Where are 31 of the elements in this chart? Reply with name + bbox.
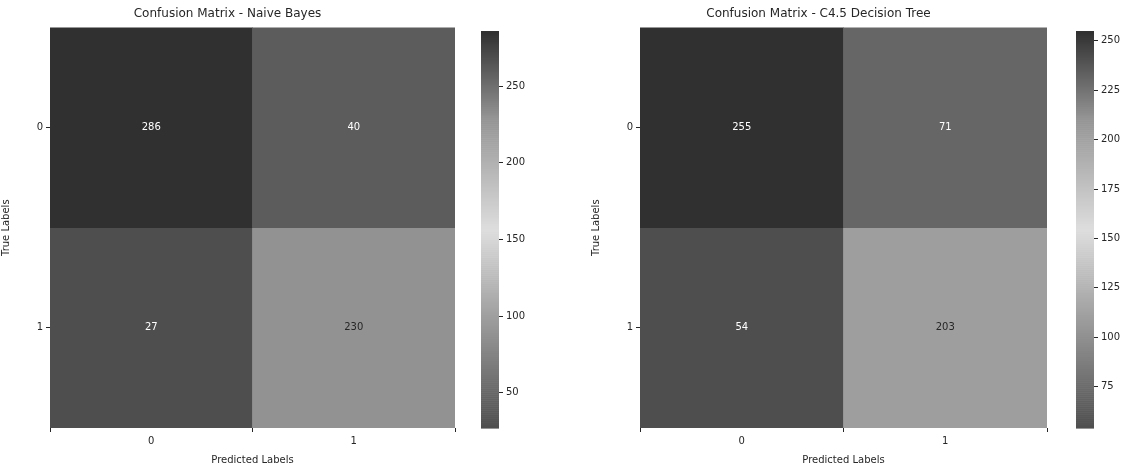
color-bar-label: 75	[1101, 380, 1114, 392]
data-label: 71	[938, 121, 952, 133]
color-bar-label: 125	[1101, 281, 1121, 293]
y-axis-title: True Labels	[589, 199, 601, 257]
x-tick-label: 0	[738, 434, 745, 446]
x-tick-label: 0	[148, 434, 155, 446]
color-bar-label: 100	[506, 309, 526, 321]
color-bar-label: 175	[1101, 182, 1121, 194]
data-label: 27	[144, 321, 158, 333]
data-label: 40	[347, 121, 361, 133]
x-axis-title: Predicted Labels	[211, 453, 294, 465]
color-bar-label: 250	[1101, 34, 1121, 46]
color-bar-label: 50	[506, 386, 519, 398]
chart-title: Confusion Matrix - Naive Bayes	[133, 6, 322, 21]
color-bar-label: 200	[1101, 133, 1121, 145]
color-bar-label: 150	[506, 233, 526, 245]
x-axis-title: Predicted Labels	[802, 453, 885, 465]
x-tick-label: 1	[942, 434, 949, 446]
color-bar-label: 250	[506, 79, 526, 91]
data-label: 230	[344, 321, 364, 333]
data-label: 203	[935, 321, 955, 333]
color-bar-label: 100	[1101, 330, 1121, 342]
color-bar-label: 200	[506, 156, 526, 168]
data-label: 54	[735, 321, 749, 333]
color-bar-label: 150	[1101, 231, 1121, 243]
data-label: 255	[732, 121, 752, 133]
color-bar-label: 225	[1101, 83, 1121, 95]
chart-title: Confusion Matrix - C4.5 Decision Tree	[706, 6, 931, 21]
y-axis-title: True Labels	[0, 199, 11, 257]
data-label: 286	[141, 121, 161, 133]
x-tick-label: 1	[350, 434, 357, 446]
